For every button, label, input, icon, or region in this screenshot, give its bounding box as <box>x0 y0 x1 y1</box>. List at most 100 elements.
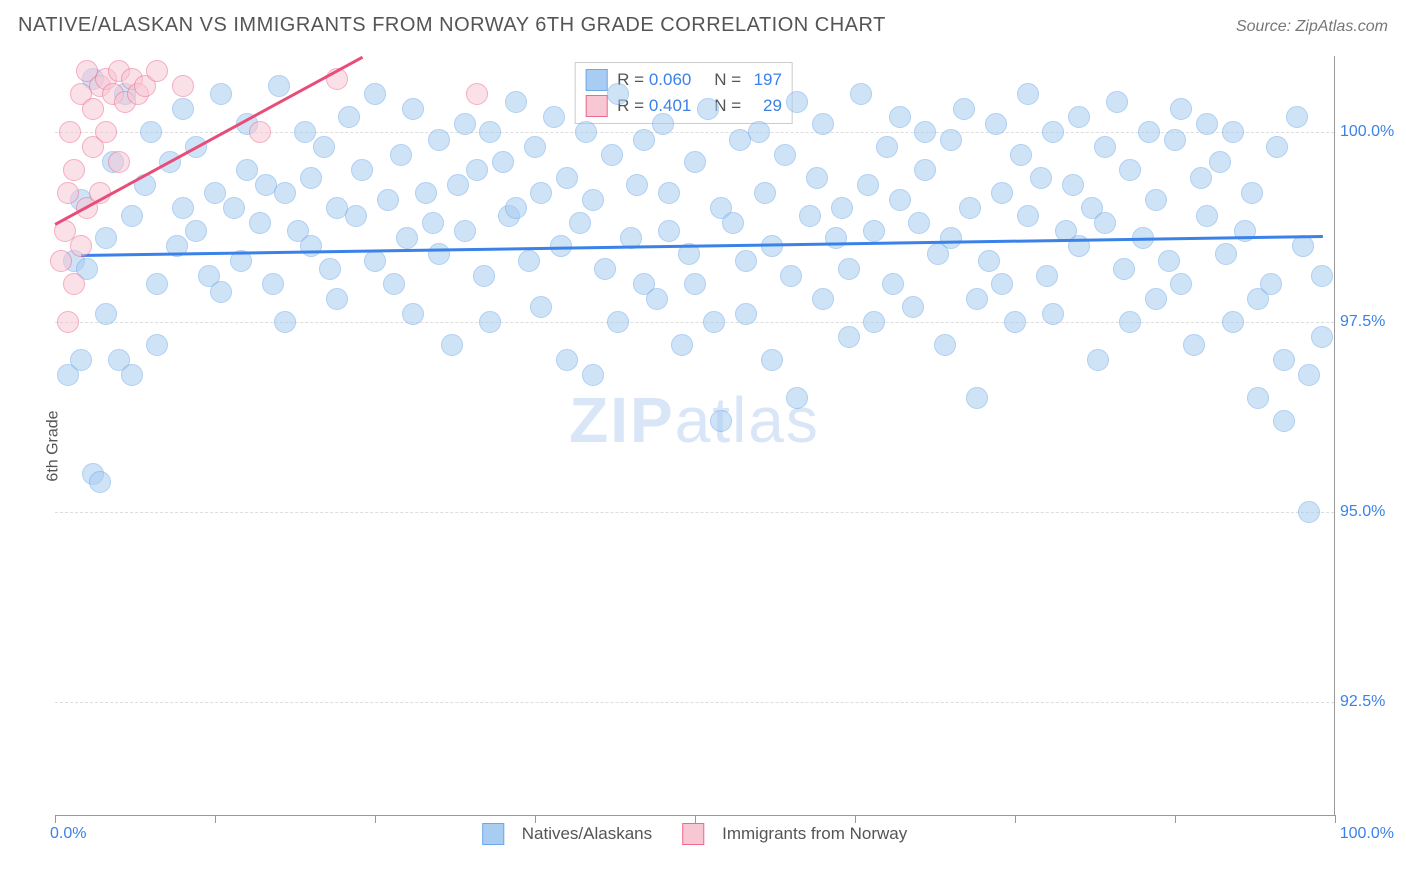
data-point <box>95 303 117 325</box>
data-point <box>1094 136 1116 158</box>
data-point <box>454 220 476 242</box>
data-point <box>479 311 501 333</box>
legend-swatch <box>682 823 704 845</box>
data-point <box>1062 174 1084 196</box>
data-point <box>364 250 386 272</box>
data-point <box>326 288 348 310</box>
stat-n-value: 29 <box>746 96 782 116</box>
legend-swatch <box>482 823 504 845</box>
data-point <box>1222 121 1244 143</box>
data-point <box>582 189 604 211</box>
x-tick <box>55 815 56 823</box>
data-point <box>59 121 81 143</box>
data-point <box>1222 311 1244 333</box>
data-point <box>722 212 744 234</box>
data-point <box>300 167 322 189</box>
y-tick-label: 100.0% <box>1340 123 1400 141</box>
data-point <box>940 129 962 151</box>
data-point <box>1068 106 1090 128</box>
data-point <box>63 159 85 181</box>
data-point <box>1138 121 1160 143</box>
data-point <box>402 98 424 120</box>
data-point <box>710 410 732 432</box>
data-point <box>1113 258 1135 280</box>
data-point <box>121 205 143 227</box>
data-point <box>1298 501 1320 523</box>
data-point <box>761 349 783 371</box>
data-point <box>390 144 412 166</box>
data-point <box>505 91 527 113</box>
data-point <box>575 121 597 143</box>
data-point <box>172 197 194 219</box>
data-point <box>991 182 1013 204</box>
data-point <box>908 212 930 234</box>
data-point <box>633 129 655 151</box>
data-point <box>530 182 552 204</box>
x-tick <box>1015 815 1016 823</box>
watermark: ZIPatlas <box>569 383 820 457</box>
stat-n-label: N = <box>705 70 746 90</box>
data-point <box>57 311 79 333</box>
data-point <box>556 167 578 189</box>
data-point <box>454 113 476 135</box>
data-point <box>121 364 143 386</box>
data-point <box>1158 250 1180 272</box>
data-point <box>1087 349 1109 371</box>
data-point <box>50 250 72 272</box>
data-point <box>607 83 629 105</box>
data-point <box>249 212 271 234</box>
data-point <box>774 144 796 166</box>
data-point <box>889 106 911 128</box>
data-point <box>351 159 373 181</box>
data-point <box>671 334 693 356</box>
data-point <box>1042 303 1064 325</box>
series-legend-item: Immigrants from Norway <box>682 823 907 845</box>
data-point <box>1170 273 1192 295</box>
data-point <box>1017 83 1039 105</box>
data-point <box>274 311 296 333</box>
data-point <box>601 144 623 166</box>
data-point <box>1170 98 1192 120</box>
data-point <box>402 303 424 325</box>
data-point <box>1311 265 1333 287</box>
data-point <box>831 197 853 219</box>
data-point <box>754 182 776 204</box>
data-point <box>1164 129 1186 151</box>
data-point <box>902 296 924 318</box>
data-point <box>63 273 85 295</box>
data-point <box>146 60 168 82</box>
series-name: Immigrants from Norway <box>722 824 907 844</box>
data-point <box>850 83 872 105</box>
data-point <box>530 296 552 318</box>
data-point <box>966 288 988 310</box>
data-point <box>185 220 207 242</box>
data-point <box>806 167 828 189</box>
data-point <box>1010 144 1032 166</box>
data-point <box>985 113 1007 135</box>
data-point <box>1030 167 1052 189</box>
data-point <box>1190 167 1212 189</box>
data-point <box>396 227 418 249</box>
data-point <box>146 273 168 295</box>
chart-title: NATIVE/ALASKAN VS IMMIGRANTS FROM NORWAY… <box>18 14 886 37</box>
data-point <box>1119 159 1141 181</box>
data-point <box>300 235 322 257</box>
data-point <box>313 136 335 158</box>
data-point <box>492 151 514 173</box>
series-legend: Natives/AlaskansImmigrants from Norway <box>482 823 908 845</box>
data-point <box>959 197 981 219</box>
data-point <box>95 227 117 249</box>
data-point <box>735 303 757 325</box>
data-point <box>1241 182 1263 204</box>
source-label: Source: ZipAtlas.com <box>1236 18 1388 36</box>
data-point <box>1196 113 1218 135</box>
data-point <box>838 326 860 348</box>
data-point <box>479 121 501 143</box>
data-point <box>108 151 130 173</box>
data-point <box>95 121 117 143</box>
data-point <box>652 113 674 135</box>
data-point <box>863 220 885 242</box>
data-point <box>684 273 706 295</box>
gridline <box>55 322 1334 323</box>
data-point <box>140 121 162 143</box>
